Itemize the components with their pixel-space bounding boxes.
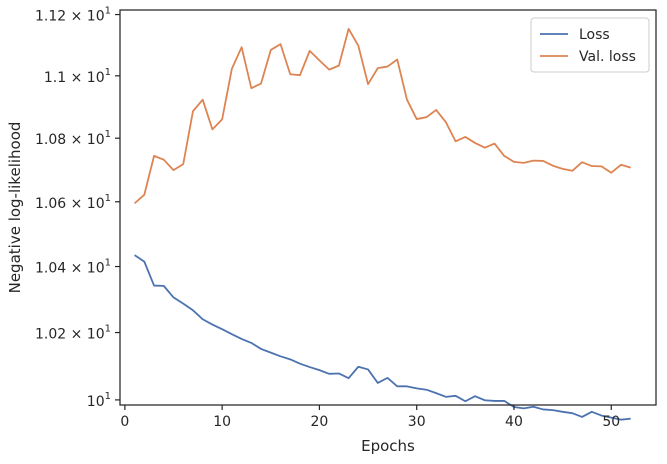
- series-line-val-loss: [133, 27, 631, 205]
- y-tick-label: 1.12 × 101: [35, 6, 111, 25]
- legend-label: Val. loss: [579, 49, 636, 65]
- x-tick-label: 30: [408, 414, 426, 430]
- y-tick-label: 101: [87, 391, 111, 410]
- plot-frame: [119, 9, 657, 406]
- x-tick-label: 10: [213, 414, 231, 430]
- y-tick-label: 1.06 × 101: [35, 193, 111, 212]
- x-tick-label: 20: [311, 414, 329, 430]
- y-axis-label: Negative log-likelihood: [6, 122, 24, 294]
- x-axis: 0 10 20 30 40 50: [120, 405, 620, 430]
- y-tick-label: 1.02 × 101: [35, 324, 111, 343]
- y-tick-label: 1.08 × 101: [35, 129, 111, 148]
- x-axis-label: Epochs: [361, 437, 415, 455]
- plot-area: [133, 27, 631, 421]
- legend-label: Loss: [579, 27, 610, 43]
- x-tick-label: 40: [505, 414, 523, 430]
- legend-box: [530, 17, 650, 73]
- x-tick-label: 0: [120, 414, 129, 430]
- y-axis: 101 1.02 × 101 1.04 × 101 1.06 × 101 1.08 × …: [35, 6, 120, 410]
- y-tick-label: 1.04 × 101: [35, 258, 111, 277]
- series-line-loss: [134, 254, 631, 421]
- x-tick-label: 50: [602, 414, 620, 430]
- legend: Loss Val. loss: [530, 17, 650, 73]
- y-tick-label: 1.1 × 101: [44, 67, 111, 86]
